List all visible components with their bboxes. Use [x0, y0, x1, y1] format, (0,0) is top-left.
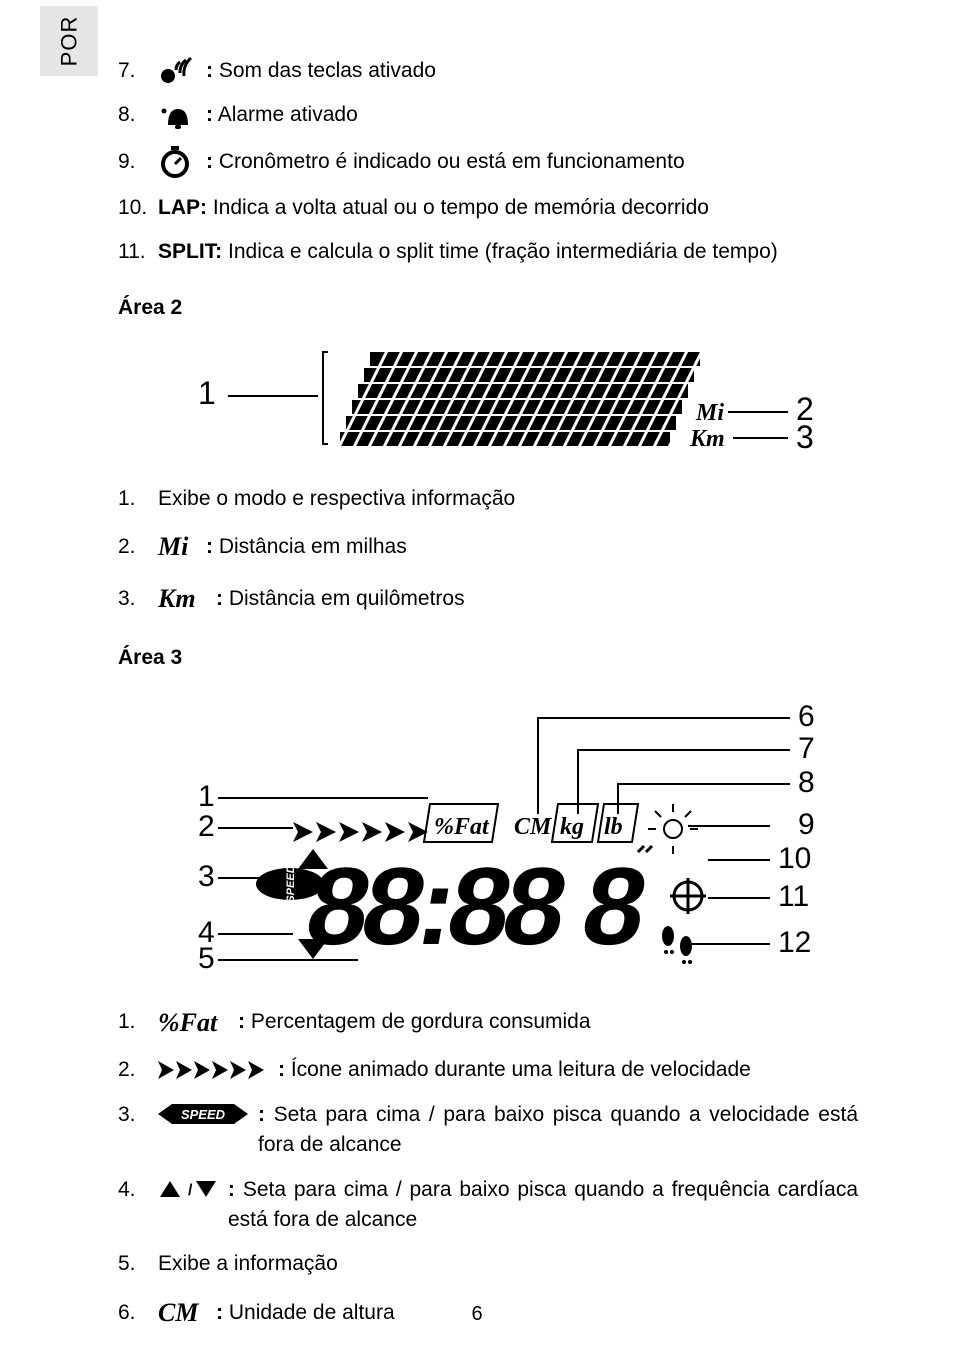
chevrons-icon	[158, 1059, 278, 1081]
alarm-icon	[158, 101, 206, 131]
mi-label: Mi	[695, 400, 724, 426]
item-number: 7.	[118, 56, 158, 86]
list-item: 1. Exibe o modo e respectiva informação	[118, 484, 858, 514]
item-text: : Seta para cima / para baixo pisca quan…	[258, 1100, 858, 1161]
page-number: 6	[0, 1303, 954, 1326]
list-item: 9. : Cronômetro é indicado ou está em fu…	[118, 145, 858, 179]
mi-icon: Mi	[158, 528, 206, 566]
sound-icon	[158, 56, 206, 86]
area3-diagram: 1 2 3 4 5 6 7 8 9 10 11 12	[118, 684, 858, 984]
target-icon	[670, 878, 706, 914]
svg-text:8: 8	[798, 766, 815, 799]
list-item: 4. / : Seta para cima / para baixo pisca…	[118, 1175, 858, 1236]
fat-icon: %Fat	[158, 1004, 238, 1042]
item-number: 1.	[118, 1007, 158, 1037]
item-number: 10.	[118, 193, 158, 223]
item-text: SPLIT: Indica e calcula o split time (fr…	[158, 237, 858, 267]
km-icon: Km	[158, 580, 216, 618]
item-text: : Seta para cima / para baixo pisca quan…	[228, 1175, 858, 1236]
svg-text:11: 11	[778, 880, 809, 913]
item-text: : Som das teclas ativado	[206, 56, 858, 86]
language-code: POR	[56, 16, 82, 67]
list-item: 2. : Ícone animado durante uma leitura d…	[118, 1055, 858, 1085]
item-text: : Ícone animado durante uma leitura de v…	[278, 1055, 858, 1085]
svg-text:%Fat: %Fat	[434, 814, 490, 840]
svg-text:7: 7	[798, 732, 815, 765]
item-number: 4.	[118, 1175, 158, 1205]
area2-diagram: 1	[118, 334, 858, 464]
svg-text:6: 6	[798, 700, 815, 733]
svg-text:88:88 8: 88:88 8	[298, 845, 654, 967]
diagram-label-3: 3	[796, 419, 814, 455]
item-number: 11.	[118, 237, 158, 267]
item-text: LAP: Indica a volta atual ou o tempo de …	[158, 193, 858, 223]
list-item: 1. %Fat : Percentagem de gordura consumi…	[118, 1004, 858, 1042]
svg-text:kg: kg	[560, 814, 584, 840]
item-text: : Percentagem de gordura consumida	[238, 1007, 858, 1037]
list-item: 10. LAP: Indica a volta atual ou o tempo…	[118, 193, 858, 223]
svg-text:12: 12	[778, 926, 811, 959]
page-content: 7. : Som das teclas ativado 8. : Alarme	[118, 56, 858, 1346]
item-number: 2.	[118, 1055, 158, 1085]
dot-matrix-display	[338, 349, 718, 449]
list-item: 3. Km : Distância em quilômetros	[118, 580, 858, 618]
svg-text:1: 1	[198, 780, 215, 813]
lcd-display: %Fat CM kg lb 88:88 8	[256, 804, 706, 968]
item-text: : Distância em quilômetros	[216, 584, 858, 614]
item-text: Exibe o modo e respectiva informação	[158, 484, 858, 514]
bulb-icon	[648, 804, 698, 854]
steps-icon	[662, 926, 692, 964]
svg-text:3: 3	[198, 860, 215, 893]
item-text: : Cronômetro é indicado ou está em funci…	[206, 147, 858, 177]
svg-text:9: 9	[798, 808, 815, 841]
language-tab: POR	[40, 6, 98, 76]
list-item: 11. SPLIT: Indica e calcula o split time…	[118, 237, 858, 267]
section-heading-area2: Área 2	[118, 296, 858, 320]
item-number: 3.	[118, 1100, 158, 1130]
svg-text:CM: CM	[514, 814, 553, 840]
item-text: Exibe a informação	[158, 1249, 858, 1279]
list-item: 8. : Alarme ativado	[118, 100, 858, 130]
item-text: : Distância em milhas	[206, 532, 858, 562]
list-item: 3. SPEED : Seta para cima / para baixo p…	[118, 1100, 858, 1161]
svg-text:SPEED: SPEED	[181, 1107, 226, 1122]
diagram-label-1: 1	[198, 375, 216, 411]
svg-text:5: 5	[198, 942, 215, 975]
list-item: 5. Exibe a informação	[118, 1249, 858, 1279]
item-number: 9.	[118, 147, 158, 177]
arrows-icon: /	[158, 1175, 228, 1199]
item-number: 1.	[118, 484, 158, 514]
item-number: 8.	[118, 100, 158, 130]
item-number: 3.	[118, 584, 158, 614]
item-text: : Alarme ativado	[206, 100, 858, 130]
section-heading-area3: Área 3	[118, 646, 858, 670]
svg-text:SPEED: SPEED	[285, 865, 297, 902]
item-number: 5.	[118, 1249, 158, 1279]
list-item: 7. : Som das teclas ativado	[118, 56, 858, 86]
speed-badge-icon: SPEED	[158, 1100, 258, 1126]
svg-text:/: /	[188, 1182, 193, 1199]
svg-text:2: 2	[198, 810, 215, 843]
km-label: Km	[689, 426, 725, 452]
svg-text:10: 10	[778, 842, 811, 875]
list-item: 2. Mi : Distância em milhas	[118, 528, 858, 566]
svg-text:lb: lb	[604, 814, 623, 840]
stopwatch-icon	[158, 145, 206, 179]
item-number: 2.	[118, 532, 158, 562]
